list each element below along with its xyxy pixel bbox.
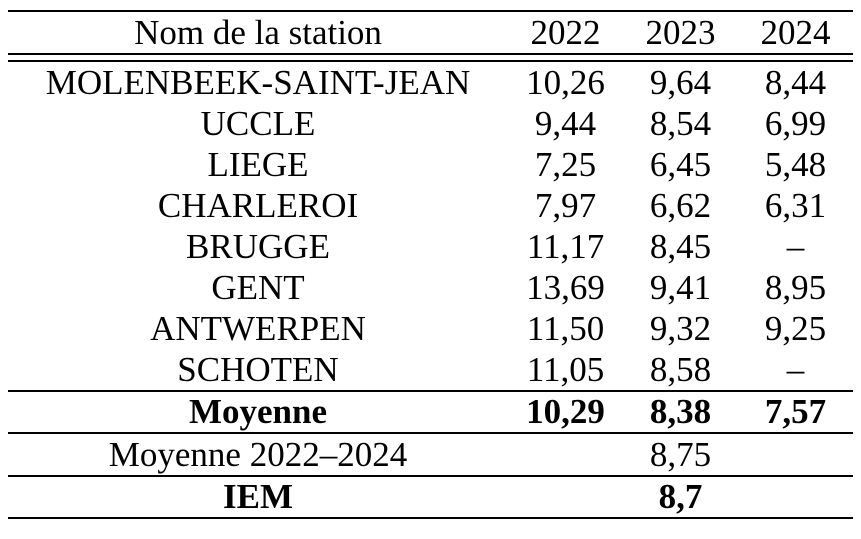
moyenne-row: Moyenne 10,29 8,38 7,57 [8, 390, 853, 434]
empty-cell [738, 476, 853, 519]
header-station-name: Nom de la station [8, 10, 508, 54]
double-rule-line [8, 53, 853, 62]
value-2022: 7,97 [534, 185, 597, 225]
value-2023: 8,54 [649, 103, 712, 143]
moyenne-2024: 7,57 [738, 390, 853, 434]
value-2024: 8,95 [764, 267, 827, 307]
value-2022: 7,25 [534, 144, 597, 184]
value-2022: 11,05 [526, 349, 605, 389]
value-2023: 6,62 [649, 185, 712, 225]
value-2024: 5,48 [764, 144, 827, 184]
moyenne-globale-label: Moyenne 2022–2024 [8, 433, 508, 477]
header-year-2023: 2023 [623, 10, 738, 54]
header-row: Nom de la station 2022 2023 2024 [8, 10, 853, 54]
empty-cell [738, 433, 853, 477]
value-2024: 6,99 [764, 103, 827, 143]
value-2022: 9,44 [534, 103, 597, 143]
station-name: CHARLEROI [157, 185, 359, 225]
value-2023: 9,41 [649, 267, 712, 307]
value-2024: 8,44 [764, 62, 827, 102]
value-2023: 9,64 [649, 62, 712, 102]
station-name: LIEGE [207, 144, 309, 184]
empty-cell [508, 433, 623, 477]
table-row-gent: GENT 13,69 9,41 8,95 [8, 267, 853, 308]
empty-cell [508, 476, 623, 519]
station-name: MOLENBEEK-SAINT-JEAN [45, 62, 471, 102]
value-2024: 9,25 [764, 308, 827, 348]
table-row-schoten: SCHOTEN 11,05 8,58 – [8, 349, 853, 391]
value-2024: 6,31 [764, 185, 827, 225]
moyenne-2023: 8,38 [623, 390, 738, 434]
moyenne-globale-value: 8,75 [623, 433, 738, 477]
moyenne-label: Moyenne [8, 390, 508, 434]
table-row-molenbeek: MOLENBEEK-SAINT-JEAN 10,26 9,64 8,44 [8, 61, 853, 103]
value-2023: 9,32 [649, 308, 712, 348]
iem-label: IEM [8, 476, 508, 519]
station-name: GENT [211, 267, 305, 307]
station-name: ANTWERPEN [150, 308, 366, 348]
header-year-2024: 2024 [738, 10, 853, 54]
value-2023: 8,58 [649, 349, 712, 389]
value-2024: – [786, 226, 805, 266]
value-2022: 11,50 [526, 308, 605, 348]
value-2023: 6,45 [649, 144, 712, 184]
table-row-antwerpen: ANTWERPEN 11,50 9,32 9,25 [8, 308, 853, 349]
table-row-liege: LIEGE 7,25 6,45 5,48 [8, 144, 853, 185]
value-2023: 8,45 [649, 226, 712, 266]
header-year-2022: 2022 [508, 10, 623, 54]
iem-value: 8,7 [623, 476, 738, 519]
value-2022: 13,69 [526, 267, 605, 307]
station-name: UCCLE [200, 103, 316, 143]
double-rule [8, 53, 853, 62]
moyenne-2022: 10,29 [508, 390, 623, 434]
value-2024: – [786, 349, 805, 389]
station-name: BRUGGE [186, 226, 330, 266]
station-name: SCHOTEN [177, 349, 339, 389]
moyenne-globale-row: Moyenne 2022–2024 8,75 [8, 433, 853, 477]
table-row-uccle: UCCLE 9,44 8,54 6,99 [8, 103, 853, 144]
station-averages-table: Nom de la station 2022 2023 2024 MOLENBE… [8, 10, 853, 519]
value-2022: 10,26 [526, 62, 605, 102]
iem-row: IEM 8,7 [8, 476, 853, 519]
table-row-charleroi: CHARLEROI 7,97 6,62 6,31 [8, 185, 853, 226]
table-row-brugge: BRUGGE 11,17 8,45 – [8, 226, 853, 267]
value-2022: 11,17 [526, 226, 605, 266]
